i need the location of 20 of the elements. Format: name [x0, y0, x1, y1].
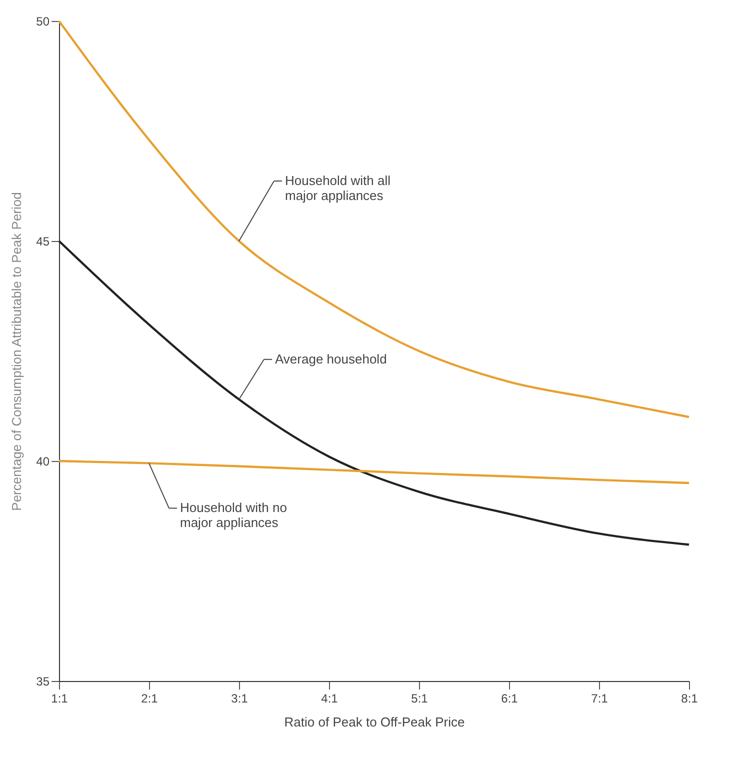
x-tick-label: 6:1 — [501, 692, 518, 706]
annotation: Average household — [275, 351, 387, 366]
y-tick-label: 35 — [36, 674, 50, 688]
x-tick-label: 4:1 — [321, 692, 338, 706]
x-tick-label: 7:1 — [591, 692, 608, 706]
x-tick-label: 8:1 — [681, 692, 698, 706]
y-tick-label: 40 — [36, 454, 50, 468]
x-axis-title: Ratio of Peak to Off-Peak Price — [284, 714, 465, 730]
line-series — [58, 240, 690, 546]
y-tick-label: 45 — [36, 234, 50, 248]
line-series — [58, 20, 690, 418]
x-tick-label: 1:1 — [51, 692, 68, 706]
annotation: Household with all major appliances — [285, 173, 391, 203]
annotation: Household with no major appliances — [180, 500, 287, 530]
line-series — [58, 460, 690, 484]
x-tick-label: 3:1 — [231, 692, 248, 706]
x-tick-label: 2:1 — [141, 692, 158, 706]
x-tick-label: 5:1 — [411, 692, 428, 706]
y-axis-title: Percentage of Consumption Attributable to Peak Period — [9, 192, 24, 511]
y-tick-label: 50 — [36, 14, 50, 28]
